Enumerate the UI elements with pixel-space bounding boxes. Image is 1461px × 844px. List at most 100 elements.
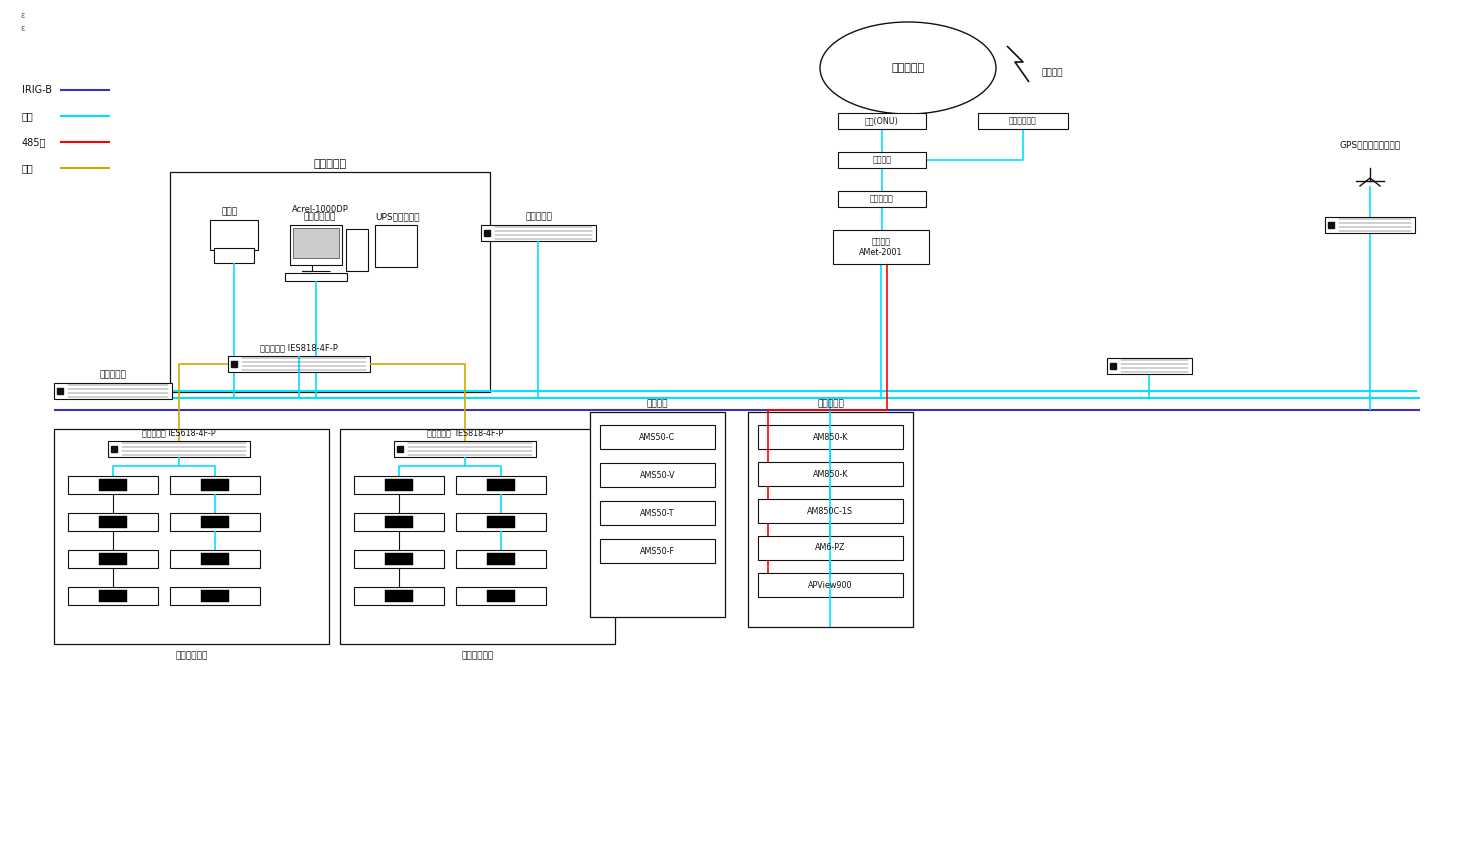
Bar — [54, 429, 329, 644]
Bar — [456, 550, 546, 568]
Text: 网络交换机: 网络交换机 — [99, 371, 127, 380]
Bar — [354, 513, 444, 531]
Bar — [758, 573, 903, 597]
Text: Acrel-1000DP: Acrel-1000DP — [292, 204, 348, 214]
Text: AMS50-C: AMS50-C — [640, 432, 675, 441]
Bar — [375, 225, 416, 267]
Bar — [386, 516, 413, 528]
Text: 485线: 485线 — [22, 137, 47, 147]
Bar — [456, 513, 546, 531]
Bar — [977, 113, 1068, 129]
Text: AM850-K: AM850-K — [812, 469, 849, 479]
Text: AMS50-T: AMS50-T — [640, 508, 675, 517]
Bar — [69, 587, 158, 605]
Text: 光口交换机  IES818-4F-P: 光口交换机 IES818-4F-P — [427, 429, 503, 437]
Bar — [169, 587, 260, 605]
Bar — [210, 220, 259, 250]
Text: ε: ε — [20, 10, 25, 19]
Text: 配电安装设备: 配电安装设备 — [175, 652, 207, 661]
Text: APView900: APView900 — [808, 581, 853, 589]
Text: AM6-PZ: AM6-PZ — [815, 544, 846, 553]
Bar — [54, 383, 172, 399]
Bar — [600, 539, 714, 563]
Bar — [354, 587, 444, 605]
Text: 通讯管理机: 通讯管理机 — [524, 213, 552, 221]
Text: AMS50-V: AMS50-V — [640, 470, 675, 479]
Bar — [487, 479, 514, 491]
Text: 调度(ONU): 调度(ONU) — [865, 116, 899, 126]
Bar — [169, 513, 260, 531]
Text: 无线上传: 无线上传 — [1042, 68, 1062, 78]
Bar — [758, 536, 903, 560]
Bar — [202, 516, 229, 528]
Text: 监控主机台: 监控主机台 — [314, 159, 346, 169]
Text: 安全自动屏: 安全自动屏 — [817, 399, 844, 408]
Bar — [340, 429, 615, 644]
Bar — [386, 479, 413, 491]
Text: GPS北斗卫时对时装置: GPS北斗卫时对时装置 — [1340, 140, 1401, 149]
Bar — [169, 550, 260, 568]
Text: 网线: 网线 — [22, 111, 34, 121]
Bar — [456, 587, 546, 605]
Bar — [1325, 217, 1416, 233]
Bar — [69, 550, 158, 568]
Bar — [600, 425, 714, 449]
Bar — [487, 516, 514, 528]
Bar — [839, 191, 926, 207]
Text: 通道建证: 通道建证 — [872, 155, 891, 165]
Bar — [346, 229, 368, 271]
Bar — [839, 113, 926, 129]
Bar — [169, 476, 260, 494]
Bar — [354, 476, 444, 494]
Bar — [456, 476, 546, 494]
Bar — [354, 550, 444, 568]
Bar — [202, 479, 229, 491]
Bar — [228, 356, 370, 372]
Text: 调度数据网: 调度数据网 — [891, 63, 925, 73]
Bar — [202, 590, 229, 602]
Text: AM850C-1S: AM850C-1S — [808, 506, 853, 516]
Bar — [487, 590, 514, 602]
Bar — [600, 501, 714, 525]
Text: 无线传输设备: 无线传输设备 — [1010, 116, 1037, 126]
Bar — [69, 513, 158, 531]
Bar — [394, 441, 536, 457]
Bar — [758, 425, 903, 449]
Text: 光口交换机 IES618-4F-P: 光口交换机 IES618-4F-P — [142, 429, 216, 437]
Text: UPS不间断电源: UPS不间断电源 — [375, 213, 419, 221]
Bar — [99, 590, 127, 602]
Text: 实时交换机: 实时交换机 — [871, 194, 894, 203]
Bar — [386, 553, 413, 565]
Bar — [833, 230, 929, 264]
Bar — [600, 463, 714, 487]
Bar — [99, 553, 127, 565]
Bar — [1107, 358, 1192, 374]
Bar — [590, 412, 725, 617]
Bar — [202, 553, 229, 565]
Ellipse shape — [820, 22, 996, 114]
Text: IRIG-B: IRIG-B — [22, 85, 53, 95]
Bar — [758, 462, 903, 486]
Bar — [386, 590, 413, 602]
Bar — [839, 152, 926, 168]
Bar — [748, 412, 913, 627]
Bar — [108, 441, 250, 457]
Bar — [481, 225, 596, 241]
Bar — [289, 225, 342, 265]
Text: 远动装置
AMet-2001: 远动装置 AMet-2001 — [859, 237, 903, 257]
Bar — [294, 228, 339, 258]
Bar — [758, 499, 903, 523]
Text: 光纤: 光纤 — [22, 163, 34, 173]
Text: 馈线安装设备: 馈线安装设备 — [462, 652, 494, 661]
Bar — [285, 273, 348, 281]
Bar — [487, 553, 514, 565]
Bar — [99, 479, 127, 491]
Bar — [169, 172, 489, 392]
Text: 分散保护: 分散保护 — [647, 399, 668, 408]
Text: AMS50-F: AMS50-F — [640, 547, 675, 555]
Text: 监控系统主机: 监控系统主机 — [304, 213, 336, 221]
Text: 打印机: 打印机 — [222, 208, 238, 217]
Text: AM850-K: AM850-K — [812, 432, 849, 441]
Text: 光口交换机 IES818-4F-P: 光口交换机 IES818-4F-P — [260, 344, 337, 353]
Bar — [69, 476, 158, 494]
